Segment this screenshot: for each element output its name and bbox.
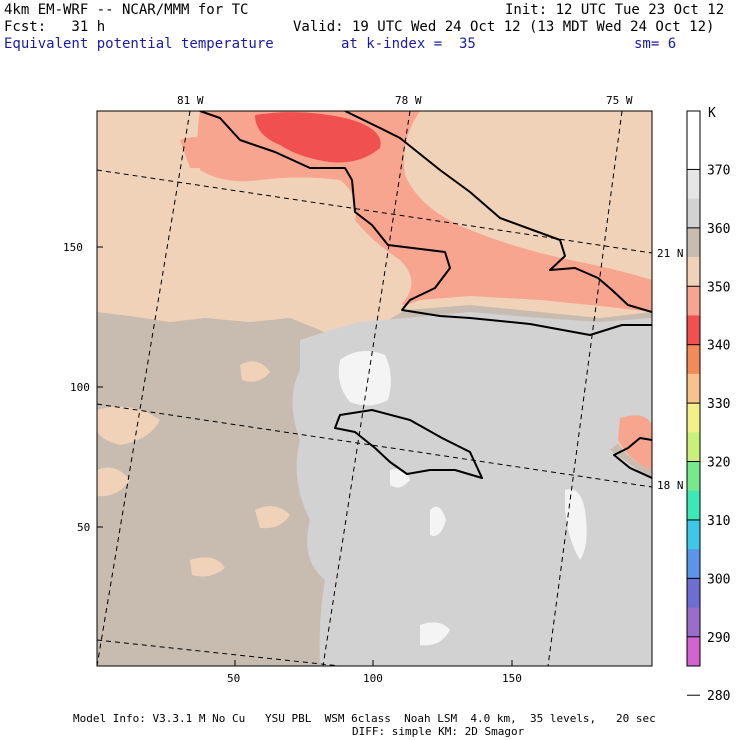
colorbar-label-340: 340 bbox=[707, 339, 730, 354]
init-time: Init: 12 UTC Tue 23 Oct 12 bbox=[505, 2, 725, 18]
field-salmon-patch-w bbox=[180, 136, 230, 169]
model-diff-info: DIFF: simple KM: 2D Smagor bbox=[352, 725, 525, 738]
colorbar-swatch bbox=[687, 403, 700, 433]
theta-e-field bbox=[97, 111, 652, 666]
colorbar-swatch bbox=[687, 636, 700, 667]
meridian-81w bbox=[97, 111, 191, 666]
field-peach-patch-s bbox=[255, 506, 290, 529]
colorbar-swatch bbox=[687, 111, 700, 141]
coastlines bbox=[199, 111, 652, 479]
lat-label-18n: 18 N bbox=[657, 479, 684, 492]
model-title: 4km EM-WRF -- NCAR/MMM for TC bbox=[4, 2, 249, 18]
colorbar-label-290: 290 bbox=[707, 631, 730, 646]
lon-label-78w: 78 W bbox=[395, 94, 422, 107]
colorbar-swatch bbox=[687, 519, 700, 550]
field-salmon-north bbox=[197, 111, 652, 312]
field-white-streak-2 bbox=[420, 622, 450, 646]
field-peach-patch-sw bbox=[97, 467, 130, 497]
parallel-18n bbox=[97, 403, 652, 488]
colorbar-unit: K bbox=[708, 106, 716, 121]
colorbar-swatch bbox=[687, 373, 700, 404]
model-info: Model Info: V3.3.1 M No Cu YSU PBL WSM 6… bbox=[73, 712, 656, 725]
x-label-50: 50 bbox=[227, 672, 240, 685]
field-red-core bbox=[255, 112, 381, 163]
x-label-100: 100 bbox=[363, 672, 383, 685]
colorbar-swatch bbox=[687, 549, 700, 579]
colorbar-swatch bbox=[687, 490, 700, 521]
smoothing-label: sm= 6 bbox=[634, 36, 677, 52]
colorbar-label-300: 300 bbox=[707, 572, 730, 587]
colorbar-swatch bbox=[687, 432, 700, 463]
graticule bbox=[97, 111, 652, 666]
field-peach-patch-mid bbox=[240, 361, 270, 382]
field-white-streak-3 bbox=[430, 506, 446, 536]
coastline-cuba bbox=[199, 111, 652, 336]
field-peach-patch-west bbox=[97, 406, 160, 445]
colorbar-label-280: 280 bbox=[707, 689, 730, 704]
forecast-hour: Fcst: 31 h bbox=[4, 19, 106, 35]
colorbar-swatch bbox=[687, 344, 700, 375]
colorbar-swatch bbox=[687, 257, 700, 287]
colorbar-label-330: 330 bbox=[707, 397, 730, 412]
colorbar-swatch bbox=[687, 198, 700, 229]
colorbar-labels: 370 360 350 340 330 320 310 300 290 280 bbox=[707, 163, 730, 704]
parallel-15n bbox=[97, 639, 341, 666]
x-label-150: 150 bbox=[502, 672, 522, 685]
colorbar-label-370: 370 bbox=[707, 163, 730, 178]
colorbar-label-360: 360 bbox=[707, 222, 730, 237]
y-axis-ticks bbox=[97, 246, 513, 666]
coastline-jamaica bbox=[334, 409, 483, 479]
lat-label-21n: 21 N bbox=[657, 247, 684, 260]
y-label-100: 100 bbox=[70, 381, 90, 394]
y-label-50: 50 bbox=[77, 521, 90, 534]
colorbar-swatch bbox=[687, 578, 700, 609]
colorbar-label-310: 310 bbox=[707, 514, 730, 529]
valid-time: Valid: 19 UTC Wed 24 Oct 12 (13 MDT Wed … bbox=[293, 19, 715, 35]
colorbar-swatch bbox=[687, 140, 700, 170]
colorbar-swatch bbox=[687, 169, 700, 200]
y-label-150: 150 bbox=[63, 241, 83, 254]
colorbar-swatch bbox=[687, 461, 700, 492]
field-white-core bbox=[338, 351, 391, 406]
lon-label-75w: 75 W bbox=[606, 94, 633, 107]
level-label: at k-index = 35 bbox=[341, 36, 476, 52]
colorbar bbox=[686, 110, 701, 696]
meridian-78w bbox=[322, 111, 411, 666]
lon-label-81w: 81 W bbox=[177, 94, 204, 107]
plot-frame bbox=[96, 110, 653, 667]
colorbar-swatch bbox=[687, 286, 700, 316]
coastline-hispaniola bbox=[613, 437, 652, 479]
colorbar-frame bbox=[686, 110, 701, 667]
meridian-75w bbox=[547, 111, 623, 666]
colorbar-swatch bbox=[687, 315, 700, 346]
field-white-streak-1 bbox=[565, 489, 587, 560]
colorbar-swatch bbox=[687, 607, 700, 638]
colorbar-label-350: 350 bbox=[707, 280, 730, 295]
coastline-cuba-north bbox=[344, 111, 652, 313]
field-peach-patch-s2 bbox=[190, 557, 225, 577]
colorbar-swatch bbox=[687, 227, 700, 258]
parallel-21n bbox=[97, 169, 652, 254]
field-name: Equivalent potential temperature bbox=[4, 36, 274, 52]
colorbar-label-320: 320 bbox=[707, 456, 730, 471]
